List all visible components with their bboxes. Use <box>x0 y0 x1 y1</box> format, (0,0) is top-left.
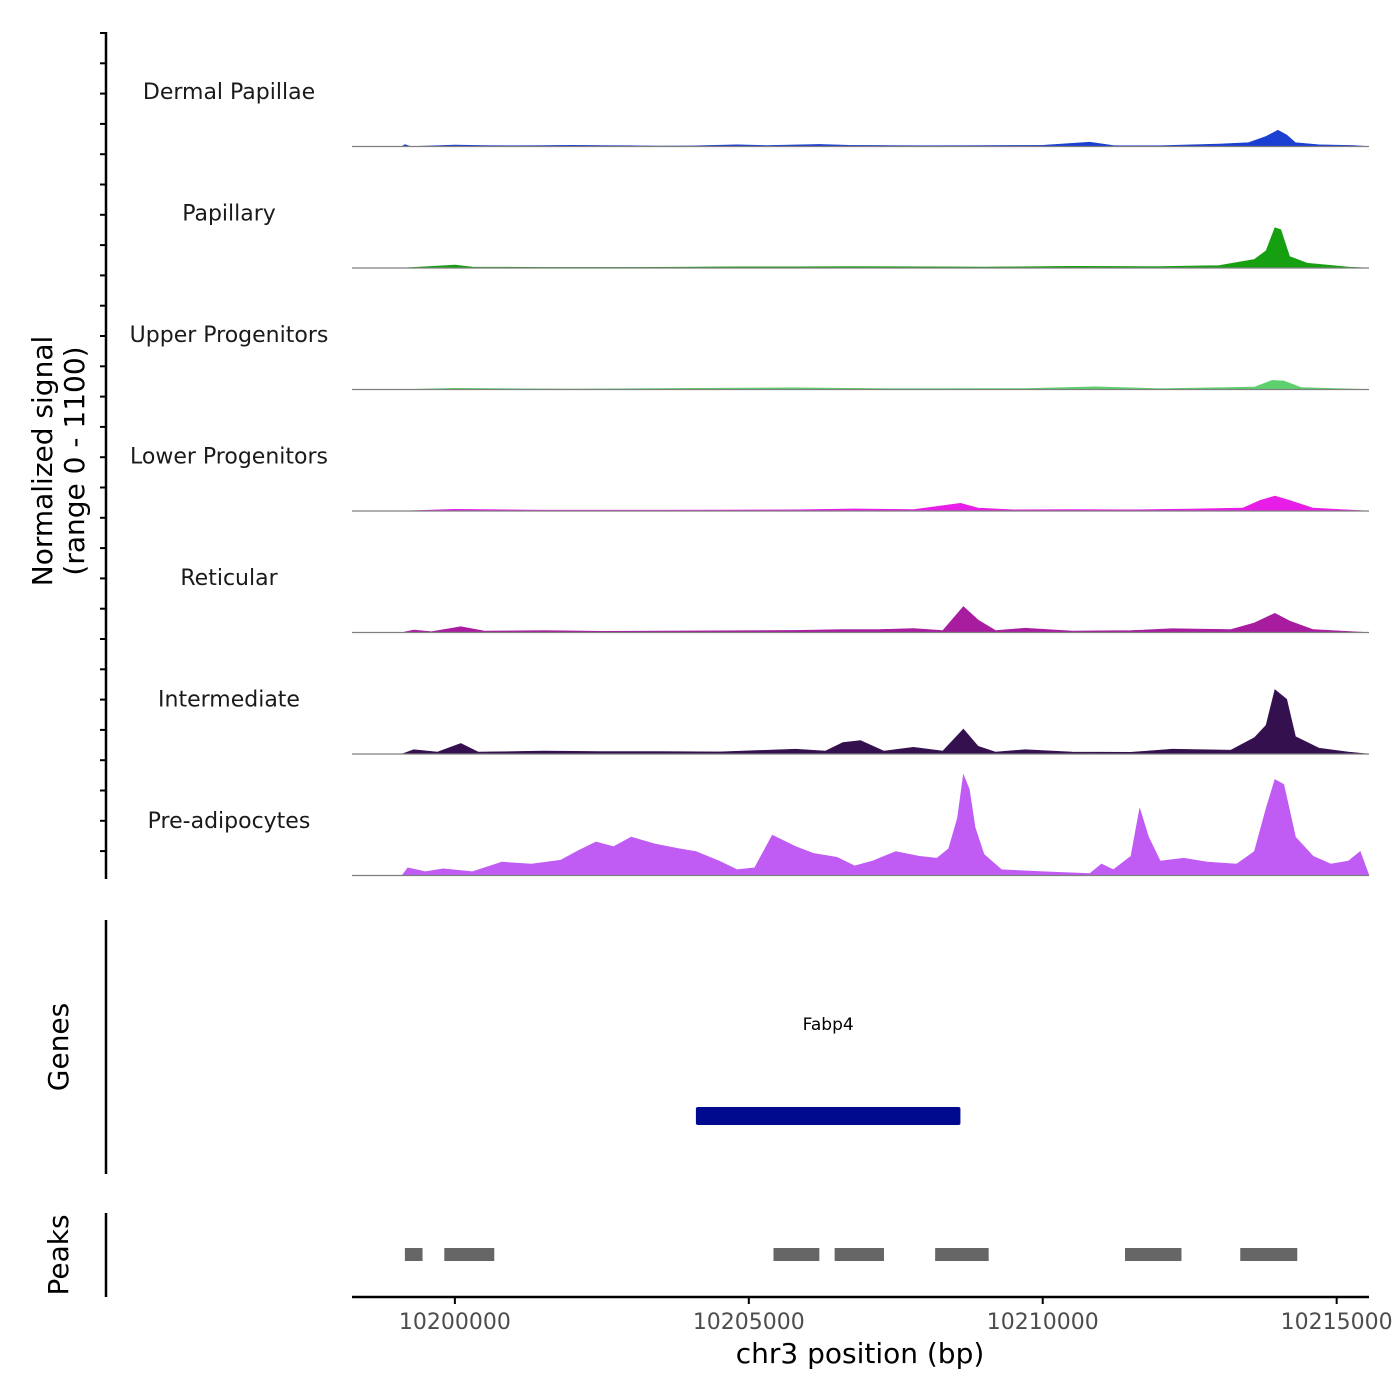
x-tick-label: 10205000 <box>693 1310 805 1335</box>
x-tick-label: 10215000 <box>1281 1310 1393 1335</box>
track-label: Dermal Papillae <box>143 80 315 105</box>
track-dermal-papillae: Dermal Papillae <box>143 80 1370 148</box>
peak <box>1240 1248 1298 1261</box>
track-upper-progenitors: Upper Progenitors <box>130 323 1370 391</box>
gene-body <box>695 1107 961 1125</box>
track-reticular: Reticular <box>180 566 1370 634</box>
track-pre-adipocytes: Pre-adipocytes <box>148 773 1370 877</box>
track-label: Pre-adipocytes <box>148 809 311 834</box>
signal-area <box>401 380 1370 390</box>
signal-y-ticks <box>100 32 106 853</box>
signal-area <box>400 129 1370 147</box>
peak <box>935 1248 989 1261</box>
x-tick-label: 10200000 <box>399 1310 511 1335</box>
gene-label: Fabp4 <box>803 1015 854 1035</box>
genes-panel: Fabp4 <box>695 1015 961 1125</box>
genes-panel-title: Genes <box>42 1003 75 1091</box>
signal-area <box>401 495 1370 512</box>
signal-tracks: Dermal Papillae Papillary Upper Progenitor… <box>130 80 1370 877</box>
x-tick-label: 10210000 <box>987 1310 1099 1335</box>
peak <box>404 1248 423 1261</box>
track-papillary: Papillary <box>182 202 1370 269</box>
peak <box>834 1248 885 1261</box>
signal-area <box>401 227 1370 269</box>
x-axis-ticks: 10200000 10205000 10210000 10215000 <box>399 1297 1393 1335</box>
x-axis-title: chr3 position (bp) <box>736 1337 985 1370</box>
signal-area <box>401 689 1370 755</box>
peaks-panel <box>404 1248 1298 1261</box>
track-intermediate: Intermediate <box>158 688 1370 755</box>
signal-area <box>401 773 1370 876</box>
track-label: Papillary <box>182 202 276 227</box>
track-label: Upper Progenitors <box>130 323 329 348</box>
peaks-panel-title: Peaks <box>42 1214 75 1295</box>
signal-area <box>401 606 1370 633</box>
signal-y-axis-title: Normalized signal (range 0 - 1100) <box>26 336 91 587</box>
track-label: Lower Progenitors <box>130 445 328 470</box>
peak <box>1125 1248 1182 1261</box>
peak <box>444 1248 495 1261</box>
y-axis-title-line2: (range 0 - 1100) <box>58 346 91 575</box>
peak <box>773 1248 820 1261</box>
track-label: Intermediate <box>158 688 300 713</box>
track-lower-progenitors: Lower Progenitors <box>130 445 1370 512</box>
track-label: Reticular <box>180 566 278 591</box>
y-axis-title-line1: Normalized signal <box>26 336 59 587</box>
